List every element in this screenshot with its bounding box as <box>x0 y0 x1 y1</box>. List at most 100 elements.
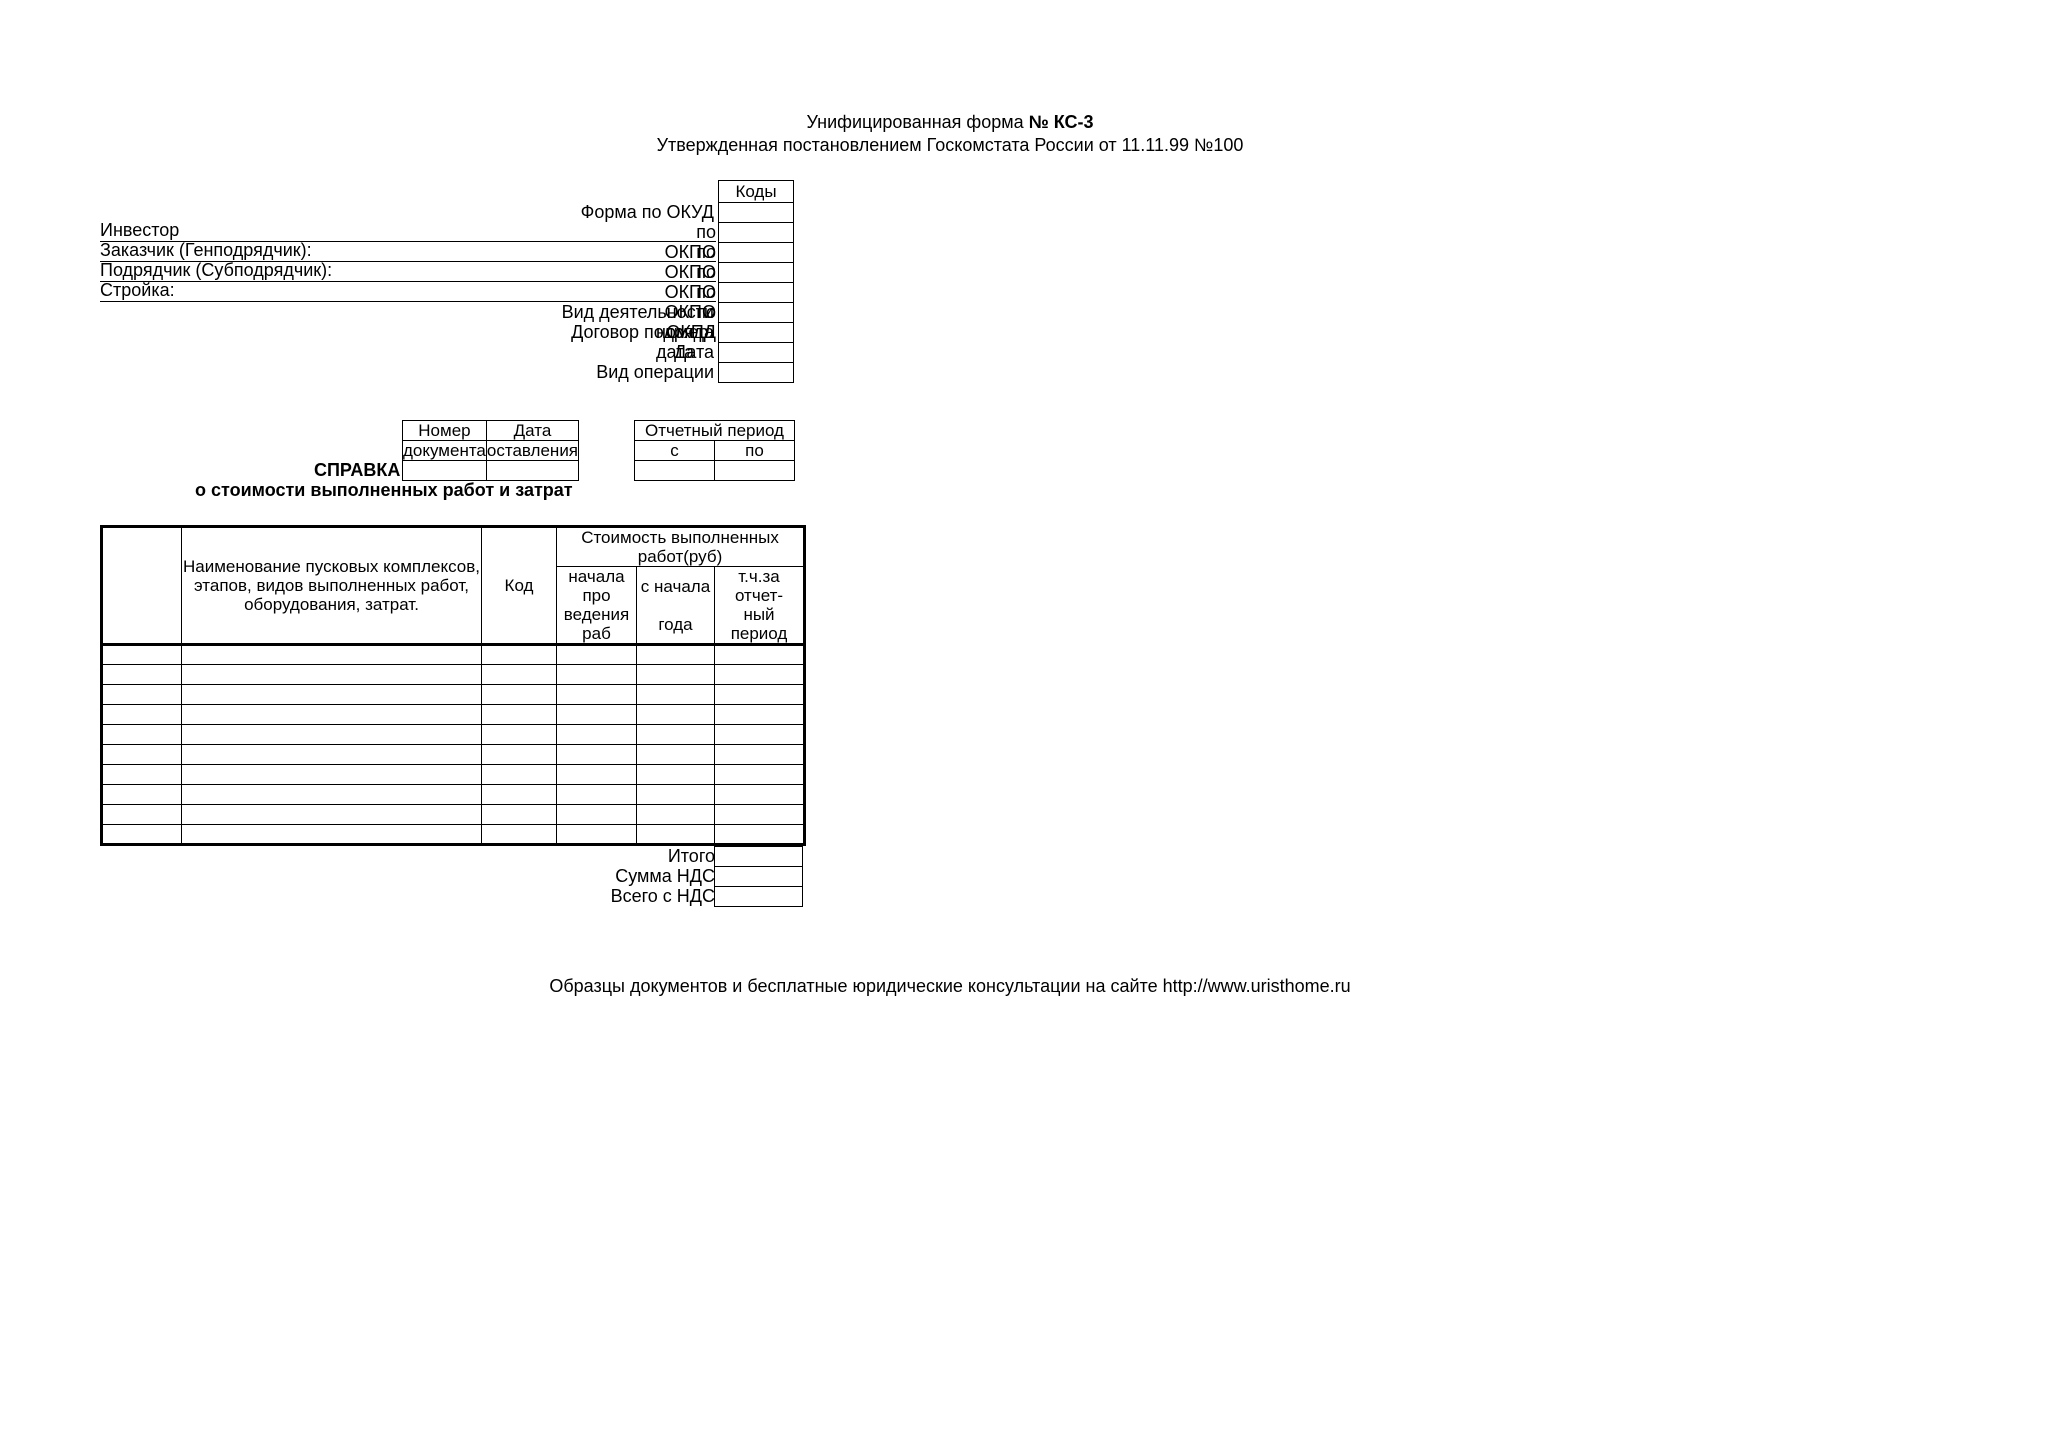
cost-header: Стоимость выполненных работ(руб) <box>557 527 805 567</box>
number-label: номер <box>650 322 718 342</box>
table-cell <box>715 825 805 845</box>
table-cell <box>182 805 482 825</box>
table-cell <box>482 765 557 785</box>
table-cell <box>482 645 557 665</box>
table-cell <box>182 785 482 805</box>
table-cell <box>102 785 182 805</box>
col2-header: Наименование пусковых комплексов, этапов… <box>182 527 482 645</box>
construction-label: Стройка: <box>100 280 175 301</box>
code-cell <box>719 323 794 343</box>
total-value <box>715 847 803 867</box>
table-cell <box>637 725 715 745</box>
period-from-label: с <box>635 441 715 461</box>
table-cell <box>637 805 715 825</box>
col6-h2: ный период <box>715 605 805 645</box>
codes-table: Коды <box>718 180 794 383</box>
total-vat-label: Всего с НДС <box>500 886 715 906</box>
table-cell <box>102 665 182 685</box>
footer-text: Образцы документов и бесплатные юридичес… <box>100 976 1800 997</box>
codes-section: Инвестор Заказчик (Генподрядчик): Подряд… <box>100 180 1800 370</box>
table-cell <box>557 685 637 705</box>
form-header: Унифицированная форма № КС-3 Утвержденна… <box>100 112 1800 156</box>
table-cell <box>102 805 182 825</box>
period-header: Отчетный период <box>635 421 795 441</box>
table-cell <box>102 645 182 665</box>
table-cell <box>557 665 637 685</box>
code-cell <box>719 303 794 323</box>
table-cell <box>182 685 482 705</box>
header-form-number: № КС-3 <box>1029 112 1094 132</box>
total-vat-value <box>715 887 803 907</box>
date-header1: Дата <box>486 421 578 441</box>
main-table: Наименование пусковых комплексов, этапов… <box>100 525 806 846</box>
date-value <box>486 461 578 481</box>
table-cell <box>637 665 715 685</box>
table-cell <box>482 685 557 705</box>
code-cell <box>719 243 794 263</box>
table-cell <box>182 825 482 845</box>
code-cell <box>719 263 794 283</box>
spravka-title: СПРАВКА <box>314 460 400 481</box>
num-header2: документа <box>403 441 487 461</box>
date-sublabel: дата <box>650 342 718 362</box>
col5-h2: года <box>637 605 715 645</box>
table-cell <box>482 725 557 745</box>
code-cell <box>719 363 794 383</box>
num-header1: Номер <box>403 421 487 441</box>
table-cell <box>637 705 715 725</box>
col4-h2: ведения раб <box>557 605 637 645</box>
table-cell <box>557 745 637 765</box>
code-cell <box>719 343 794 363</box>
table-cell <box>637 765 715 785</box>
table-cell <box>557 645 637 665</box>
table-cell <box>557 765 637 785</box>
table-cell <box>715 685 805 705</box>
table-cell <box>637 825 715 845</box>
table-cell <box>182 765 482 785</box>
num-value <box>403 461 487 481</box>
table-cell <box>102 765 182 785</box>
vat-label: Сумма НДС <box>500 866 715 886</box>
totals-section: Итого Сумма НДС Всего с НДС <box>100 846 1800 916</box>
table-cell <box>715 705 805 725</box>
table-cell <box>102 685 182 705</box>
code-cell <box>719 223 794 243</box>
spravka-subtitle: о стоимости выполненных работ и затрат <box>195 480 573 501</box>
table-cell <box>102 705 182 725</box>
table-cell <box>637 745 715 765</box>
investor-label: Инвестор <box>100 220 179 241</box>
code-cell <box>719 203 794 223</box>
table-cell <box>102 725 182 745</box>
table-cell <box>557 705 637 725</box>
table-cell <box>715 725 805 745</box>
table-cell <box>102 825 182 845</box>
table-cell <box>482 665 557 685</box>
table-cell <box>715 765 805 785</box>
okpo-label-1: по ОКПО <box>650 222 718 242</box>
table-cell <box>715 785 805 805</box>
col5-h1: с начала <box>637 567 715 606</box>
table-cell <box>182 645 482 665</box>
table-cell <box>637 685 715 705</box>
table-cell <box>715 665 805 685</box>
table-cell <box>482 705 557 725</box>
customer-label: Заказчик (Генподрядчик): <box>100 240 312 261</box>
doc-info-section: СПРАВКА о стоимости выполненных работ и … <box>100 420 1800 495</box>
table-cell <box>715 745 805 765</box>
period-table: Отчетный период с по <box>634 420 795 481</box>
table-cell <box>482 805 557 825</box>
col6-h1: т.ч.за отчет- <box>715 567 805 606</box>
table-cell <box>182 725 482 745</box>
col3-header: Код <box>482 527 557 645</box>
table-cell <box>715 645 805 665</box>
total-label: Итого <box>500 846 715 866</box>
table-cell <box>182 665 482 685</box>
table-cell <box>182 745 482 765</box>
table-cell <box>557 785 637 805</box>
table-cell <box>482 825 557 845</box>
table-cell <box>557 725 637 745</box>
table-cell <box>637 645 715 665</box>
header-prefix: Унифицированная форма <box>807 112 1029 132</box>
codes-header: Коды <box>719 181 794 203</box>
totals-boxes <box>714 846 803 907</box>
